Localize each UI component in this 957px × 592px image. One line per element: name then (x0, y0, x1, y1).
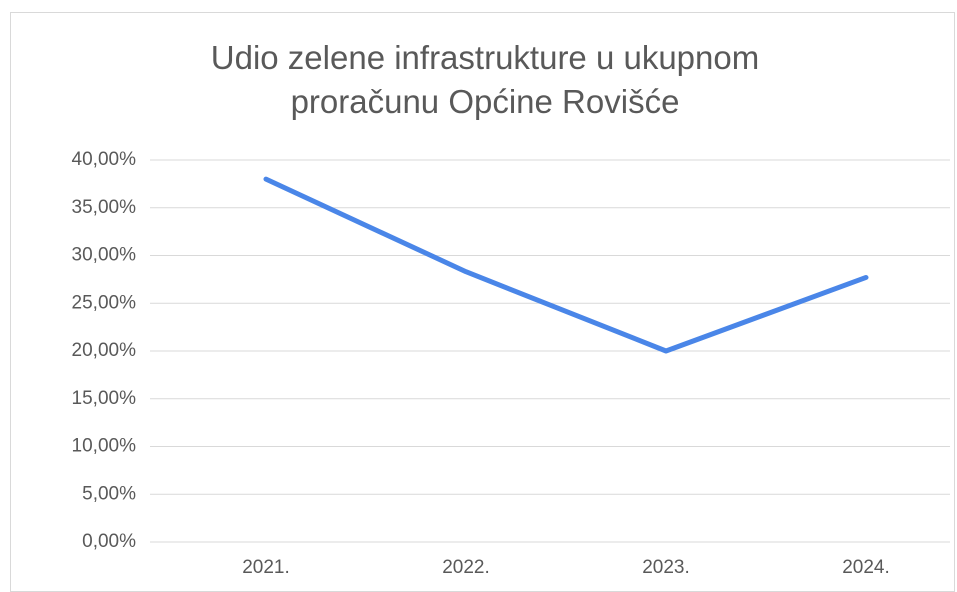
y-tick-label: 5,00% (82, 483, 136, 504)
x-tick-label: 2024. (842, 557, 890, 578)
y-tick-label: 25,00% (72, 292, 137, 313)
x-tick-label: 2021. (242, 557, 290, 578)
y-tick-label: 20,00% (72, 340, 137, 361)
y-tick-label: 15,00% (72, 388, 137, 409)
chart-title: Udio zelene infrastrukture u ukupnom pro… (210, 39, 760, 120)
y-tick-label: 35,00% (72, 197, 137, 218)
x-tick-label: 2022. (442, 557, 490, 578)
x-tick-label: 2023. (642, 557, 690, 578)
y-tick-label: 0,00% (82, 531, 136, 552)
y-tick-label: 40,00% (72, 149, 137, 170)
y-tick-label: 30,00% (72, 245, 137, 266)
data-line (263, 176, 869, 354)
y-tick-label: 10,00% (72, 436, 137, 457)
